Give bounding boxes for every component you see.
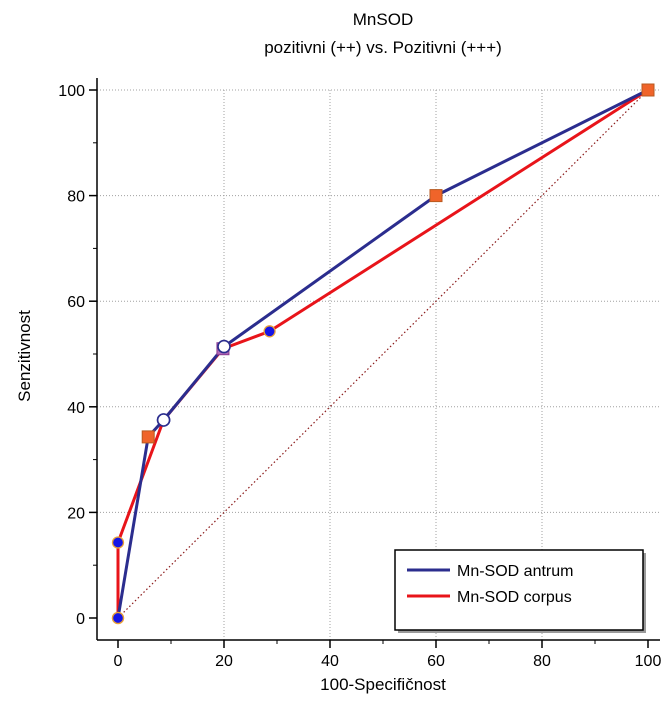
x-tick-label: 20 [215, 653, 233, 670]
legend: Mn-SOD antrum Mn-SOD corpus [394, 549, 646, 633]
y-tick-label: 0 [76, 611, 85, 628]
y-tick-label: 100 [58, 83, 85, 100]
legend-box [394, 549, 644, 631]
series-line-antrum [116, 88, 649, 619]
y-axis-title: Senzitivnost [15, 310, 34, 402]
x-axis-title: 100-Specifičnost [320, 675, 446, 694]
y-tick-label: 80 [67, 189, 85, 206]
y-tick-label: 60 [67, 294, 85, 311]
y-tick-label: 40 [67, 400, 85, 417]
legend-label-antrum: Mn-SOD antrum [457, 563, 573, 580]
data-point [141, 430, 155, 444]
x-tick-label: 0 [114, 653, 123, 670]
x-tick-label: 80 [533, 653, 551, 670]
data-point [156, 413, 171, 427]
data-point [641, 83, 655, 97]
axes: 0 20 40 60 80 100 0 20 40 60 80 100 [58, 78, 661, 670]
legend-label-corpus: Mn-SOD corpus [457, 589, 572, 606]
data-point [429, 189, 443, 203]
series-lines [116, 88, 649, 619]
data-point [217, 339, 231, 354]
chart-subtitle: pozitivni (++) vs. Pozitivni (+++) [264, 38, 502, 57]
data-point [111, 611, 125, 625]
x-tick-label: 60 [427, 653, 445, 670]
diagonal-reference-line [117, 89, 649, 619]
data-point [111, 536, 125, 549]
y-tick-label: 20 [67, 505, 85, 522]
data-point [263, 325, 276, 338]
x-tick-label: 100 [635, 653, 662, 670]
grid [97, 89, 660, 640]
data-markers [111, 83, 655, 625]
chart-title: MnSOD [353, 10, 413, 29]
x-tick-label: 40 [321, 653, 339, 670]
